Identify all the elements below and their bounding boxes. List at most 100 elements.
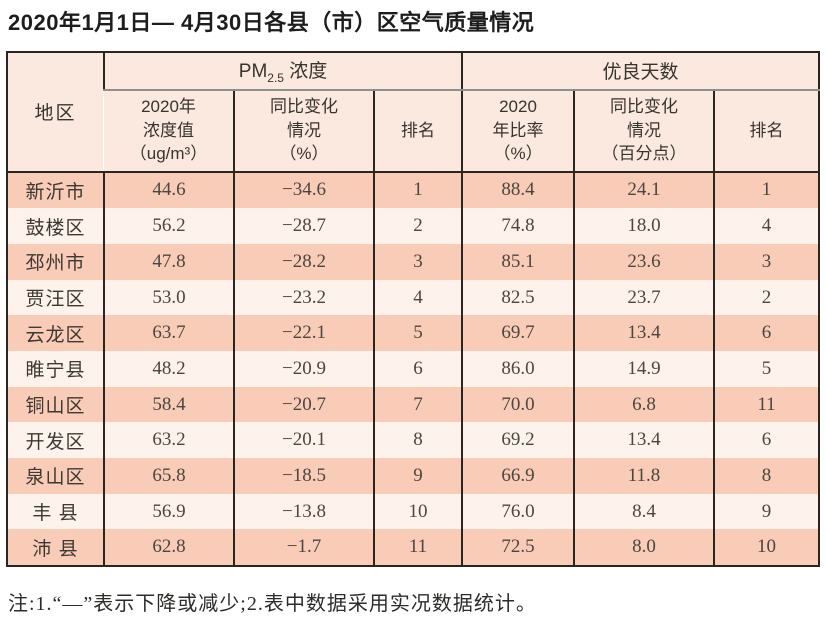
pm-rank-cell: 2: [372, 208, 463, 244]
pm-rank-cell: 7: [372, 386, 463, 423]
region-cell: 睢宁县: [7, 351, 104, 387]
table-header: 地区 PM2.5 浓度 优良天数 2020年 浓度值 （ug/m³） 同比变化 …: [7, 51, 820, 173]
pm-rank-cell: 4: [372, 279, 463, 316]
table-row: 邳州市 47.8 −28.2 3 85.1 23.6 3: [7, 243, 820, 280]
good-rate-cell: 69.7: [461, 315, 575, 352]
good-change-cell: 14.9: [573, 351, 715, 387]
good-change-cell: 24.1: [573, 171, 715, 209]
region-cell: 云龙区: [7, 315, 104, 352]
table-row: 沛 县 62.8 −1.7 11 72.5 8.0 10: [7, 529, 820, 567]
column-header-good-rate: 2020 年比率 （%）: [461, 89, 575, 173]
pm-rank-cell: 10: [372, 493, 463, 530]
region-cell: 沛 县: [7, 529, 104, 567]
pm-rank-cell: 1: [372, 171, 463, 209]
table-row: 泉山区 65.8 −18.5 9 66.9 11.8 8: [7, 458, 820, 494]
region-cell: 开发区: [7, 422, 104, 459]
column-header-good-change: 同比变化 情况 （百分点）: [573, 89, 715, 173]
good-rate-cell: 82.5: [461, 279, 575, 316]
column-header-region: 地区: [7, 51, 104, 173]
pm-rank-cell: 9: [372, 458, 463, 494]
pm-rank-cell: 5: [372, 315, 463, 352]
pm-value-cell: 65.8: [103, 458, 234, 494]
good-change-cell: 11.8: [573, 458, 715, 494]
pm-change-cell: −34.6: [233, 171, 374, 209]
pm25-label-prefix: PM: [238, 61, 268, 83]
good-change-cell: 18.0: [573, 208, 715, 244]
good-rank-cell: 1: [713, 171, 820, 209]
region-cell: 邳州市: [7, 243, 104, 280]
pm-change-cell: −20.9: [233, 351, 374, 387]
good-rate-cell: 72.5: [461, 529, 575, 567]
good-rank-cell: 10: [713, 529, 820, 567]
pm-value-cell: 62.8: [103, 529, 234, 567]
good-rate-cell: 76.0: [461, 493, 575, 530]
good-change-cell: 8.0: [573, 529, 715, 567]
table-row: 云龙区 63.7 −22.1 5 69.7 13.4 6: [7, 315, 820, 352]
region-cell: 贾汪区: [7, 279, 104, 316]
pm25-label-suffix: 浓度: [283, 61, 328, 83]
pm-change-cell: −13.8: [233, 493, 374, 530]
good-rank-cell: 3: [713, 243, 820, 280]
good-rate-cell: 74.8: [461, 208, 575, 244]
pm-change-cell: −28.2: [233, 243, 374, 280]
column-header-pm-change: 同比变化 情况 （%）: [233, 89, 374, 173]
table-row: 睢宁县 48.2 −20.9 6 86.0 14.9 5: [7, 351, 820, 387]
pm25-label-subscript: 2.5: [267, 70, 284, 85]
table-row: 贾汪区 53.0 −23.2 4 82.5 23.7 2: [7, 279, 820, 316]
good-rank-cell: 4: [713, 208, 820, 244]
region-cell: 泉山区: [7, 458, 104, 494]
good-rate-cell: 88.4: [461, 171, 575, 209]
pm-change-cell: −20.1: [233, 422, 374, 459]
good-change-cell: 23.6: [573, 243, 715, 280]
table-row: 新沂市 44.6 −34.6 1 88.4 24.1 1: [7, 171, 820, 209]
good-rank-cell: 5: [713, 351, 820, 387]
pm-change-cell: −18.5: [233, 458, 374, 494]
good-change-cell: 6.8: [573, 386, 715, 423]
pm-value-cell: 56.2: [103, 208, 234, 244]
column-group-pm25: PM2.5 浓度: [102, 51, 463, 91]
table-row: 开发区 63.2 −20.1 8 69.2 13.4 6: [7, 422, 820, 459]
pm-value-cell: 56.9: [103, 493, 234, 530]
good-rate-cell: 69.2: [461, 422, 575, 459]
region-cell: 铜山区: [7, 386, 104, 423]
good-change-cell: 8.4: [573, 493, 715, 530]
good-change-cell: 23.7: [573, 279, 715, 316]
pm-change-cell: −28.7: [233, 208, 374, 244]
group-header-row: 地区 PM2.5 浓度 优良天数: [7, 51, 820, 173]
column-header-good-rank: 排名: [713, 89, 820, 173]
page-title: 2020年1月1日— 4月30日各县（市）区空气质量情况: [8, 10, 535, 35]
sub-header-row: 2020年 浓度值 （ug/m³） 同比变化 情况 （%） 排名 2020 年比…: [7, 89, 820, 173]
region-cell: 新沂市: [7, 171, 104, 209]
good-change-cell: 13.4: [573, 315, 715, 352]
good-change-cell: 13.4: [573, 422, 715, 459]
pm-value-cell: 44.6: [103, 171, 234, 209]
pm-rank-cell: 8: [372, 422, 463, 459]
pm-value-cell: 58.4: [103, 386, 234, 423]
pm-rank-cell: 3: [372, 243, 463, 280]
pm-change-cell: −22.1: [233, 315, 374, 352]
pm-value-cell: 48.2: [103, 351, 234, 387]
good-rank-cell: 11: [713, 386, 820, 423]
good-rank-cell: 6: [713, 422, 820, 459]
column-header-pm-rank: 排名: [372, 89, 463, 173]
column-header-pm-value: 2020年 浓度值 （ug/m³）: [104, 89, 234, 173]
good-rate-cell: 85.1: [461, 243, 575, 280]
pm-value-cell: 63.2: [103, 422, 234, 459]
footnote: 注:1.“—”表示下降或减少;2.表中数据采用实况数据统计。: [8, 593, 537, 616]
pm-change-cell: −1.7: [233, 529, 374, 567]
good-rate-cell: 70.0: [461, 386, 575, 423]
pm-value-cell: 63.7: [103, 315, 234, 352]
column-group-good-days: 优良天数: [461, 51, 820, 91]
pm-change-cell: −23.2: [233, 279, 374, 316]
good-rank-cell: 9: [713, 493, 820, 530]
region-cell: 鼓楼区: [7, 208, 104, 244]
air-quality-table: 地区 PM2.5 浓度 优良天数 2020年 浓度值 （ug/m³） 同比变化 …: [6, 50, 821, 568]
good-rank-cell: 8: [713, 458, 820, 494]
good-rank-cell: 2: [713, 279, 820, 316]
table-row: 鼓楼区 56.2 −28.7 2 74.8 18.0 4: [7, 208, 820, 244]
pm-value-cell: 47.8: [103, 243, 234, 280]
pm-rank-cell: 11: [372, 529, 463, 567]
table-row: 铜山区 58.4 −20.7 7 70.0 6.8 11: [7, 386, 820, 423]
pm-rank-cell: 6: [372, 351, 463, 387]
